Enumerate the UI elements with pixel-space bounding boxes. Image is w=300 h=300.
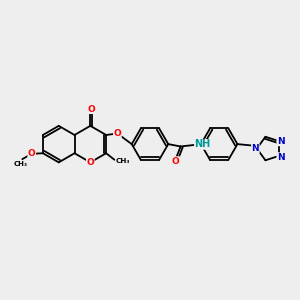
Text: NH: NH: [194, 140, 211, 149]
Text: O: O: [28, 149, 36, 158]
Text: N: N: [277, 137, 284, 146]
Text: O: O: [172, 157, 179, 166]
Text: CH₃: CH₃: [116, 158, 130, 164]
Text: CH₃: CH₃: [14, 161, 28, 167]
Text: N: N: [277, 153, 284, 162]
Text: O: O: [86, 158, 94, 167]
Text: O: O: [113, 129, 121, 138]
Text: N: N: [252, 144, 259, 153]
Text: O: O: [88, 105, 95, 114]
